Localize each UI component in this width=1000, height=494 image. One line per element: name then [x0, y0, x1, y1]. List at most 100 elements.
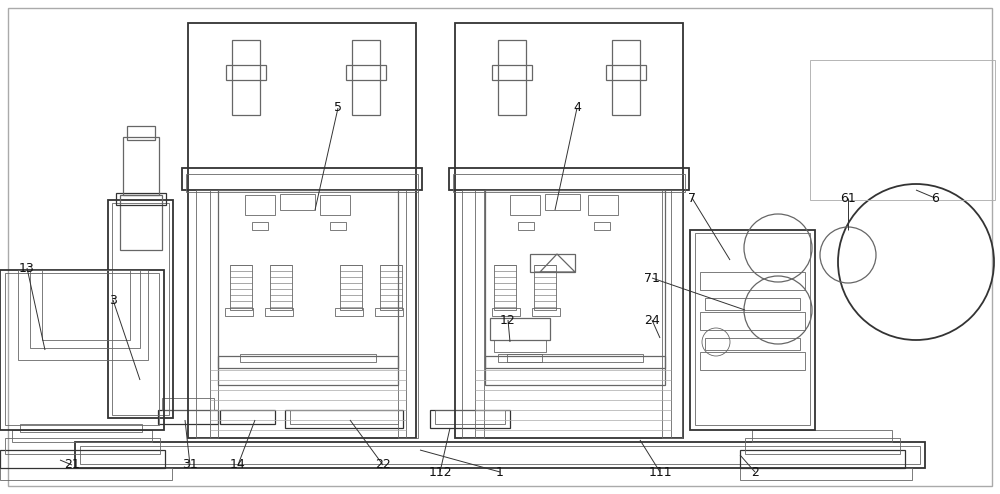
- Bar: [352, 40, 380, 115]
- Bar: [116, 193, 166, 205]
- Bar: [518, 222, 534, 230]
- Bar: [510, 195, 540, 215]
- Bar: [20, 424, 142, 432]
- Bar: [700, 312, 805, 330]
- Bar: [240, 354, 376, 362]
- Bar: [5, 438, 160, 454]
- Bar: [810, 60, 995, 200]
- Bar: [123, 137, 159, 195]
- Bar: [485, 356, 665, 368]
- Bar: [700, 272, 805, 290]
- Bar: [498, 354, 542, 362]
- Bar: [320, 195, 350, 215]
- Bar: [112, 203, 169, 415]
- Text: 61: 61: [840, 192, 856, 205]
- Text: 71: 71: [644, 272, 660, 285]
- Bar: [232, 40, 260, 115]
- Bar: [80, 446, 920, 464]
- Bar: [120, 195, 162, 250]
- Bar: [375, 308, 403, 316]
- Bar: [186, 174, 418, 192]
- Bar: [108, 200, 173, 418]
- Bar: [42, 270, 130, 340]
- Bar: [158, 410, 218, 424]
- Text: 7: 7: [688, 192, 696, 205]
- Bar: [594, 222, 610, 230]
- Bar: [534, 265, 556, 310]
- Bar: [530, 254, 575, 272]
- Text: 111: 111: [648, 465, 672, 479]
- Bar: [462, 190, 484, 438]
- Bar: [220, 410, 275, 424]
- Bar: [230, 265, 252, 310]
- Text: 21: 21: [64, 458, 80, 471]
- Text: 3: 3: [109, 293, 117, 306]
- Bar: [225, 308, 253, 316]
- Bar: [449, 168, 689, 190]
- Bar: [507, 354, 643, 362]
- Bar: [127, 126, 155, 140]
- Text: 24: 24: [644, 314, 660, 327]
- Bar: [162, 398, 214, 410]
- Bar: [453, 174, 685, 192]
- Bar: [182, 168, 422, 190]
- Bar: [435, 410, 505, 424]
- Bar: [430, 410, 510, 428]
- Bar: [485, 190, 665, 385]
- Bar: [705, 298, 800, 310]
- Bar: [265, 308, 293, 316]
- Bar: [455, 23, 683, 438]
- Bar: [75, 442, 925, 468]
- Bar: [490, 318, 550, 340]
- Text: 1: 1: [496, 465, 504, 479]
- Bar: [196, 190, 218, 438]
- Text: 14: 14: [230, 458, 246, 471]
- Bar: [340, 265, 362, 310]
- Bar: [494, 265, 516, 310]
- Text: 4: 4: [573, 101, 581, 115]
- Bar: [740, 468, 912, 480]
- Bar: [0, 450, 165, 468]
- Text: 5: 5: [334, 101, 342, 115]
- Text: 13: 13: [19, 261, 35, 275]
- Bar: [330, 222, 346, 230]
- Bar: [380, 265, 402, 310]
- Bar: [252, 222, 268, 230]
- Bar: [5, 273, 159, 425]
- Text: 112: 112: [428, 465, 452, 479]
- Bar: [12, 430, 152, 442]
- Bar: [494, 340, 546, 352]
- Bar: [532, 308, 560, 316]
- Bar: [290, 410, 398, 424]
- Bar: [492, 65, 532, 80]
- Bar: [30, 270, 140, 348]
- Bar: [545, 194, 580, 210]
- Bar: [218, 190, 398, 385]
- Bar: [0, 468, 172, 480]
- Bar: [612, 40, 640, 115]
- Bar: [740, 450, 905, 468]
- Bar: [690, 230, 815, 430]
- Bar: [245, 195, 275, 215]
- Bar: [346, 65, 386, 80]
- Text: 2: 2: [751, 465, 759, 479]
- Bar: [492, 308, 520, 316]
- Bar: [226, 65, 266, 80]
- Bar: [18, 270, 148, 360]
- Bar: [188, 23, 416, 438]
- Text: 12: 12: [500, 314, 516, 327]
- Bar: [280, 194, 315, 210]
- Bar: [270, 265, 292, 310]
- Text: 22: 22: [375, 458, 391, 471]
- Text: 6: 6: [931, 192, 939, 205]
- Bar: [695, 233, 810, 425]
- Bar: [700, 352, 805, 370]
- Bar: [335, 308, 363, 316]
- Text: 31: 31: [182, 458, 198, 471]
- Bar: [398, 190, 418, 438]
- Bar: [606, 65, 646, 80]
- Bar: [752, 430, 892, 442]
- Bar: [498, 40, 526, 115]
- Bar: [705, 338, 800, 350]
- Bar: [285, 410, 403, 428]
